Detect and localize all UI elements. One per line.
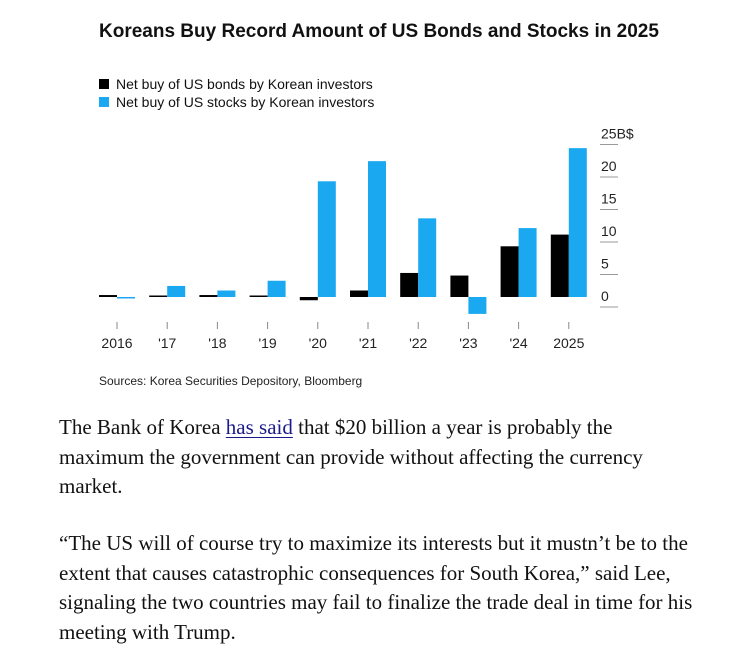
y-tick-label-0: 0 [601,288,609,304]
x-tick-label-4: '20 [309,335,327,351]
para1-after: that $20 billion a year is probably the … [59,415,643,498]
bond-bar-4 [299,297,318,301]
legend-stocks: Net buy of US stocks by Korean investors [99,94,374,110]
stock-bar-9 [568,148,587,297]
stock-bar-5 [368,161,386,297]
para1-before: The Bank of Korea [59,415,226,439]
bond-bar-8 [500,246,519,297]
stock-bar-3 [267,280,286,297]
chart-source: Sources: Korea Securities Depository, Bl… [99,374,363,388]
y-tick-label-3: 15 [601,191,617,207]
has-said-link[interactable]: has said [225,415,293,439]
x-tick-label-2: '18 [208,335,226,351]
legend-bonds-label: Net buy of US bonds by Korean investors [116,76,373,92]
x-tick-label-9: 2025 [553,335,584,351]
bond-bar-3 [249,295,268,297]
legend-bonds: Net buy of US bonds by Korean investors [99,76,373,92]
x-tick-label-6: '22 [409,335,427,351]
stock-bar-1 [167,285,186,297]
article-paragraph-1: The Bank of Korea has said that $20 bill… [59,413,699,502]
bond-bar-1 [149,295,168,297]
article-paragraph-2: “The US will of course try to maximize i… [59,531,693,644]
x-tick-label-1: '17 [158,335,176,351]
y-tick-label-1: 5 [601,256,609,272]
bond-bar-6 [400,272,419,297]
bar-chart: 2016 '17 '18 '19 '20 '21 '22 '23 '24 2025 0 5 10 15 20… [99,126,634,351]
bond-bar-0 [99,295,117,297]
bond-bar-9 [550,234,569,297]
stock-bar-6 [418,218,437,297]
stock-bar-8 [518,228,537,297]
stock-bar-7 [468,297,487,314]
stock-bar-4 [317,181,336,297]
legend-stocks-label: Net buy of US stocks by Korean investors [116,94,375,110]
y-tick-label-5: 25B$ [601,126,634,142]
x-tick-label-8: '24 [509,335,527,351]
legend-stocks-swatch [99,97,109,107]
x-tick-label-5: '21 [359,335,377,351]
chart-title: Koreans Buy Record Amount of US Bonds an… [99,21,659,42]
stock-bar-0 [117,297,135,299]
x-tick-label-7: '23 [459,335,477,351]
legend-bonds-swatch [99,79,109,89]
bond-bar-5 [350,290,368,297]
stock-bar-2 [217,290,236,297]
bond-bar-2 [199,295,218,297]
y-tick-label-2: 10 [601,223,617,239]
bond-bar-7 [450,275,469,297]
x-tick-label-0: 2016 [101,335,132,351]
y-tick-label-4: 20 [601,158,617,174]
x-tick-label-3: '19 [258,335,276,351]
